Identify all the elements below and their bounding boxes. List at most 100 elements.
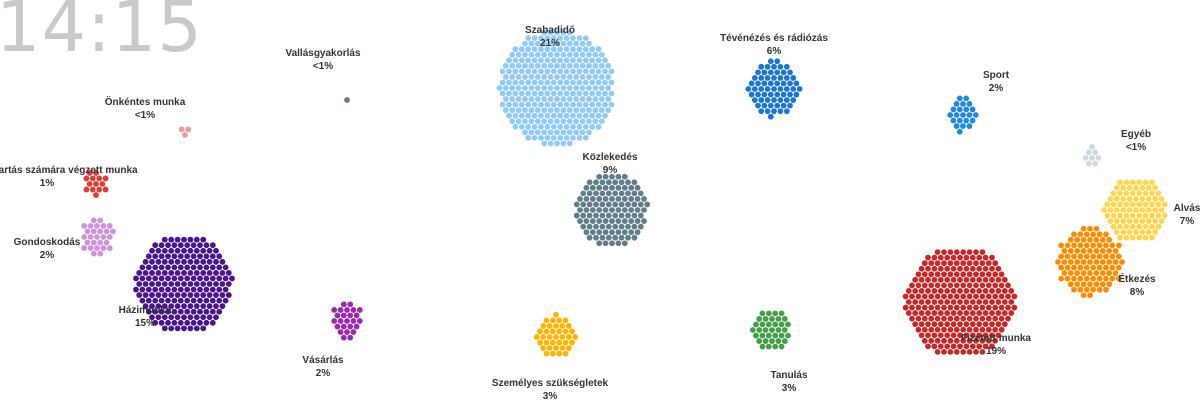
dot-hazimunka [193,281,200,287]
dot-szabadido [566,29,573,36]
dot-fizetett-munka [941,249,947,256]
dot-sport [960,123,966,129]
dot-kozlekedes [605,223,612,230]
dot-hazimunka [213,247,219,254]
dot-kozlekedes [634,207,641,213]
dot-hazimunka [152,275,159,282]
dot-szabadido [605,85,612,91]
cluster-szemelyes-szuksegletek [533,311,579,357]
dot-fizetett-munka [1001,276,1008,283]
dot-etkezes [1080,281,1087,288]
dot-hazimunka [222,286,229,293]
dot-szabadido [595,123,602,130]
dot-fizetett-munka [941,348,947,355]
dot-alvas [1149,179,1155,186]
dot-sport [966,112,973,118]
dot-fizetett-munka [966,282,973,289]
dot-vasarlas [347,301,354,308]
dot-kozlekedes [586,223,593,230]
dot-kozlekedes [602,184,609,191]
dot-szabadido [518,90,525,97]
dot-szabadido [570,68,576,75]
dot-fizetett-munka [960,260,967,267]
dot-kozlekedes [618,212,625,219]
dot-szabadido [598,51,605,58]
dot-szabadido [560,129,567,136]
dot-fizetett-munka [982,265,989,272]
dot-etkezes [1115,242,1122,249]
dot-hazimunka [209,264,216,271]
dot-sport [972,112,979,118]
dot-alvas [1152,184,1159,191]
dot-fizetett-munka [966,337,973,344]
cluster-sport [947,95,979,135]
dot-hazimunka [168,325,175,332]
cluster-alvas [1101,179,1168,241]
dot-szabadido [589,123,596,130]
dot-hazimunka [149,303,155,310]
dot-szabadido [544,112,551,119]
dot-szabadido [605,107,612,114]
dot-tevenezes-es-radiozas [761,91,768,98]
dot-hazimunka [174,258,181,265]
dot-etkezes [1103,242,1109,249]
dot-fizetett-munka [969,276,976,283]
dot-szabadido [525,35,532,42]
dot-szabadido [547,29,554,36]
dot-etkezes [1106,259,1113,265]
dot-tanulas [785,321,791,328]
dot-alvas [1152,229,1159,236]
dot-alvas [1161,212,1168,219]
dot-szabadido [563,79,570,86]
dot-hazimunka [181,314,187,321]
dot-egyeb [1085,160,1092,167]
dot-szabadido [531,46,538,53]
dot-szabadido [541,107,548,114]
dot-szabadido [554,140,560,147]
cluster-onkentes-munka [178,126,192,138]
dot-alvas [1117,201,1123,208]
dot-tanulas [775,338,782,344]
dot-fizetett-munka [928,293,935,300]
dot-fizetett-munka [1011,293,1018,300]
dot-alvas [1142,234,1149,241]
dot-hazimunka [136,281,143,287]
dot-fizetett-munka [918,332,925,339]
dot-kozlekedes [631,190,638,197]
dot-szabadido [512,79,519,86]
dot-szabadido [582,46,589,53]
dot-hazimunka [216,297,223,304]
dot-alvas [1129,234,1136,241]
dot-szabadido [560,96,567,102]
dot-szabadido [512,123,519,130]
dot-szabadido [512,57,519,64]
dot-szabadido [595,79,602,86]
dot-tevenezes-es-radiozas [771,97,777,103]
dot-gondoskodas [87,245,94,251]
dot-hazimunka [139,286,146,293]
dot-fizetett-munka [960,282,967,289]
dot-alvas [1126,207,1133,213]
dot-szabadido [592,107,599,114]
dot-hazimunka [177,275,184,282]
dot-gondoskodas [90,250,97,257]
dot-gondoskodas [110,228,116,235]
dot-tanulas [765,343,772,350]
dot-mas-haztartas-szamara-vegzett-munka [86,181,93,187]
dot-alvas [1110,190,1117,197]
dot-etkezes [1077,286,1084,293]
dot-fizetett-munka [918,265,925,272]
dot-hazimunka [200,325,207,332]
dot-szabadido [557,123,564,130]
dot-szabadido [528,51,535,58]
dot-fizetett-munka [957,332,963,339]
dot-fizetett-munka [973,271,979,278]
dot-hazimunka [161,314,168,321]
dot-szabadido [550,79,557,86]
dot-sport [953,112,960,118]
dot-etkezes [1080,248,1087,254]
dot-fizetett-munka [960,326,967,333]
dot-fizetett-munka [918,276,925,283]
dot-kozlekedes [612,234,619,241]
dot-szabadido [515,118,522,125]
